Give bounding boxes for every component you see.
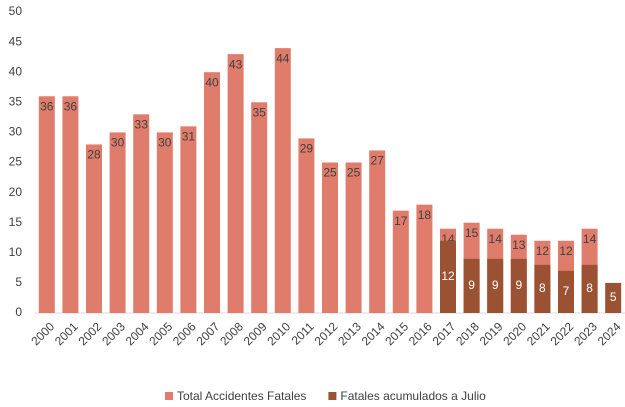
bar [62,96,79,313]
x-tick-label: 2004 [123,319,152,348]
x-tick-label: 2006 [170,319,199,348]
bar [38,96,55,313]
data-label: 29 [300,142,314,156]
data-label: 7 [563,284,570,298]
x-tick-label: 2020 [500,319,529,348]
bar [369,150,386,313]
x-tick-label: 2017 [430,319,459,348]
data-label: 36 [64,99,78,113]
data-label: 12 [536,244,550,258]
x-tick-label: 2000 [28,319,57,348]
data-label: 25 [323,166,337,180]
bar [440,240,456,313]
x-tick-label: 2016 [406,319,435,348]
x-tick-label: 2024 [595,319,624,348]
x-tick-label: 2009 [241,319,270,348]
x-tick-label: 2015 [382,319,411,348]
data-label: 9 [515,278,522,292]
data-label: 27 [371,154,385,168]
bar [133,114,150,313]
data-label: 15 [465,226,479,240]
data-label: 40 [205,75,219,89]
y-tick-label: 5 [15,275,22,289]
x-tick-label: 2022 [548,319,577,348]
legend-label: Total Accidentes Fatales [177,389,306,403]
legend-label: Fatales acumulados a Julio [340,389,486,403]
y-tick-label: 25 [9,155,23,169]
x-tick-label: 2005 [146,319,175,348]
bar [463,258,480,313]
bar [534,264,551,313]
bar [322,162,338,313]
data-label: 9 [492,278,499,292]
x-tick-label: 2013 [335,319,364,348]
data-label: 33 [135,118,149,132]
data-label: 14 [583,232,597,246]
data-label: 12 [441,269,455,283]
y-tick-label: 30 [9,125,23,139]
y-tick-label: 50 [9,4,23,18]
bar [180,126,197,313]
y-tick-label: 15 [9,215,23,229]
data-label: 17 [394,214,408,228]
data-label: 44 [276,51,290,65]
bar [109,132,126,313]
data-label: 30 [158,136,172,150]
bar [204,72,220,313]
data-label: 13 [512,238,526,252]
y-tick-label: 40 [9,64,23,78]
y-tick-label: 20 [9,185,23,199]
x-tick-label: 2023 [571,319,600,348]
y-tick-label: 0 [15,305,22,319]
y-tick-label: 10 [9,245,23,259]
bar [510,258,527,313]
data-label: 25 [347,166,361,180]
legend-swatch [165,392,173,400]
bar [251,102,268,313]
x-tick-label: 2008 [217,319,246,348]
x-tick-label: 2011 [289,319,317,347]
data-label: 30 [111,136,125,150]
data-label: 35 [253,105,267,119]
bar [581,264,598,313]
data-label: 5 [610,290,617,304]
bar [86,144,102,313]
x-tick-label: 2003 [99,319,128,348]
legend-swatch [328,392,337,400]
data-label: 43 [229,57,243,71]
data-label: 31 [182,130,196,144]
bar [156,132,173,313]
x-tick-label: 2014 [359,319,388,348]
x-tick-label: 2001 [52,319,81,348]
bar [227,54,244,313]
bar [392,210,409,313]
data-label: 28 [87,148,101,162]
bar [345,162,362,313]
bar [298,138,315,313]
x-tick-label: 2018 [453,319,482,348]
y-tick-label: 45 [9,34,23,48]
x-tick-label: 2010 [264,319,293,348]
x-tick-label: 2021 [524,319,553,348]
x-tick-label: 2002 [76,319,105,348]
data-label: 14 [489,232,503,246]
bar [558,270,574,313]
data-label: 18 [418,208,432,222]
y-tick-label: 35 [9,94,23,108]
data-label: 8 [586,281,593,295]
x-tick-label: 2019 [477,319,506,348]
bar [487,258,504,313]
x-tick-label: 2012 [312,319,341,348]
data-label: 9 [468,278,475,292]
bar [274,48,291,314]
data-label: 36 [40,99,54,113]
data-label: 8 [539,281,546,295]
x-tick-label: 2007 [194,319,223,348]
data-label: 12 [559,244,573,258]
bar [605,282,622,313]
bar [416,204,433,313]
